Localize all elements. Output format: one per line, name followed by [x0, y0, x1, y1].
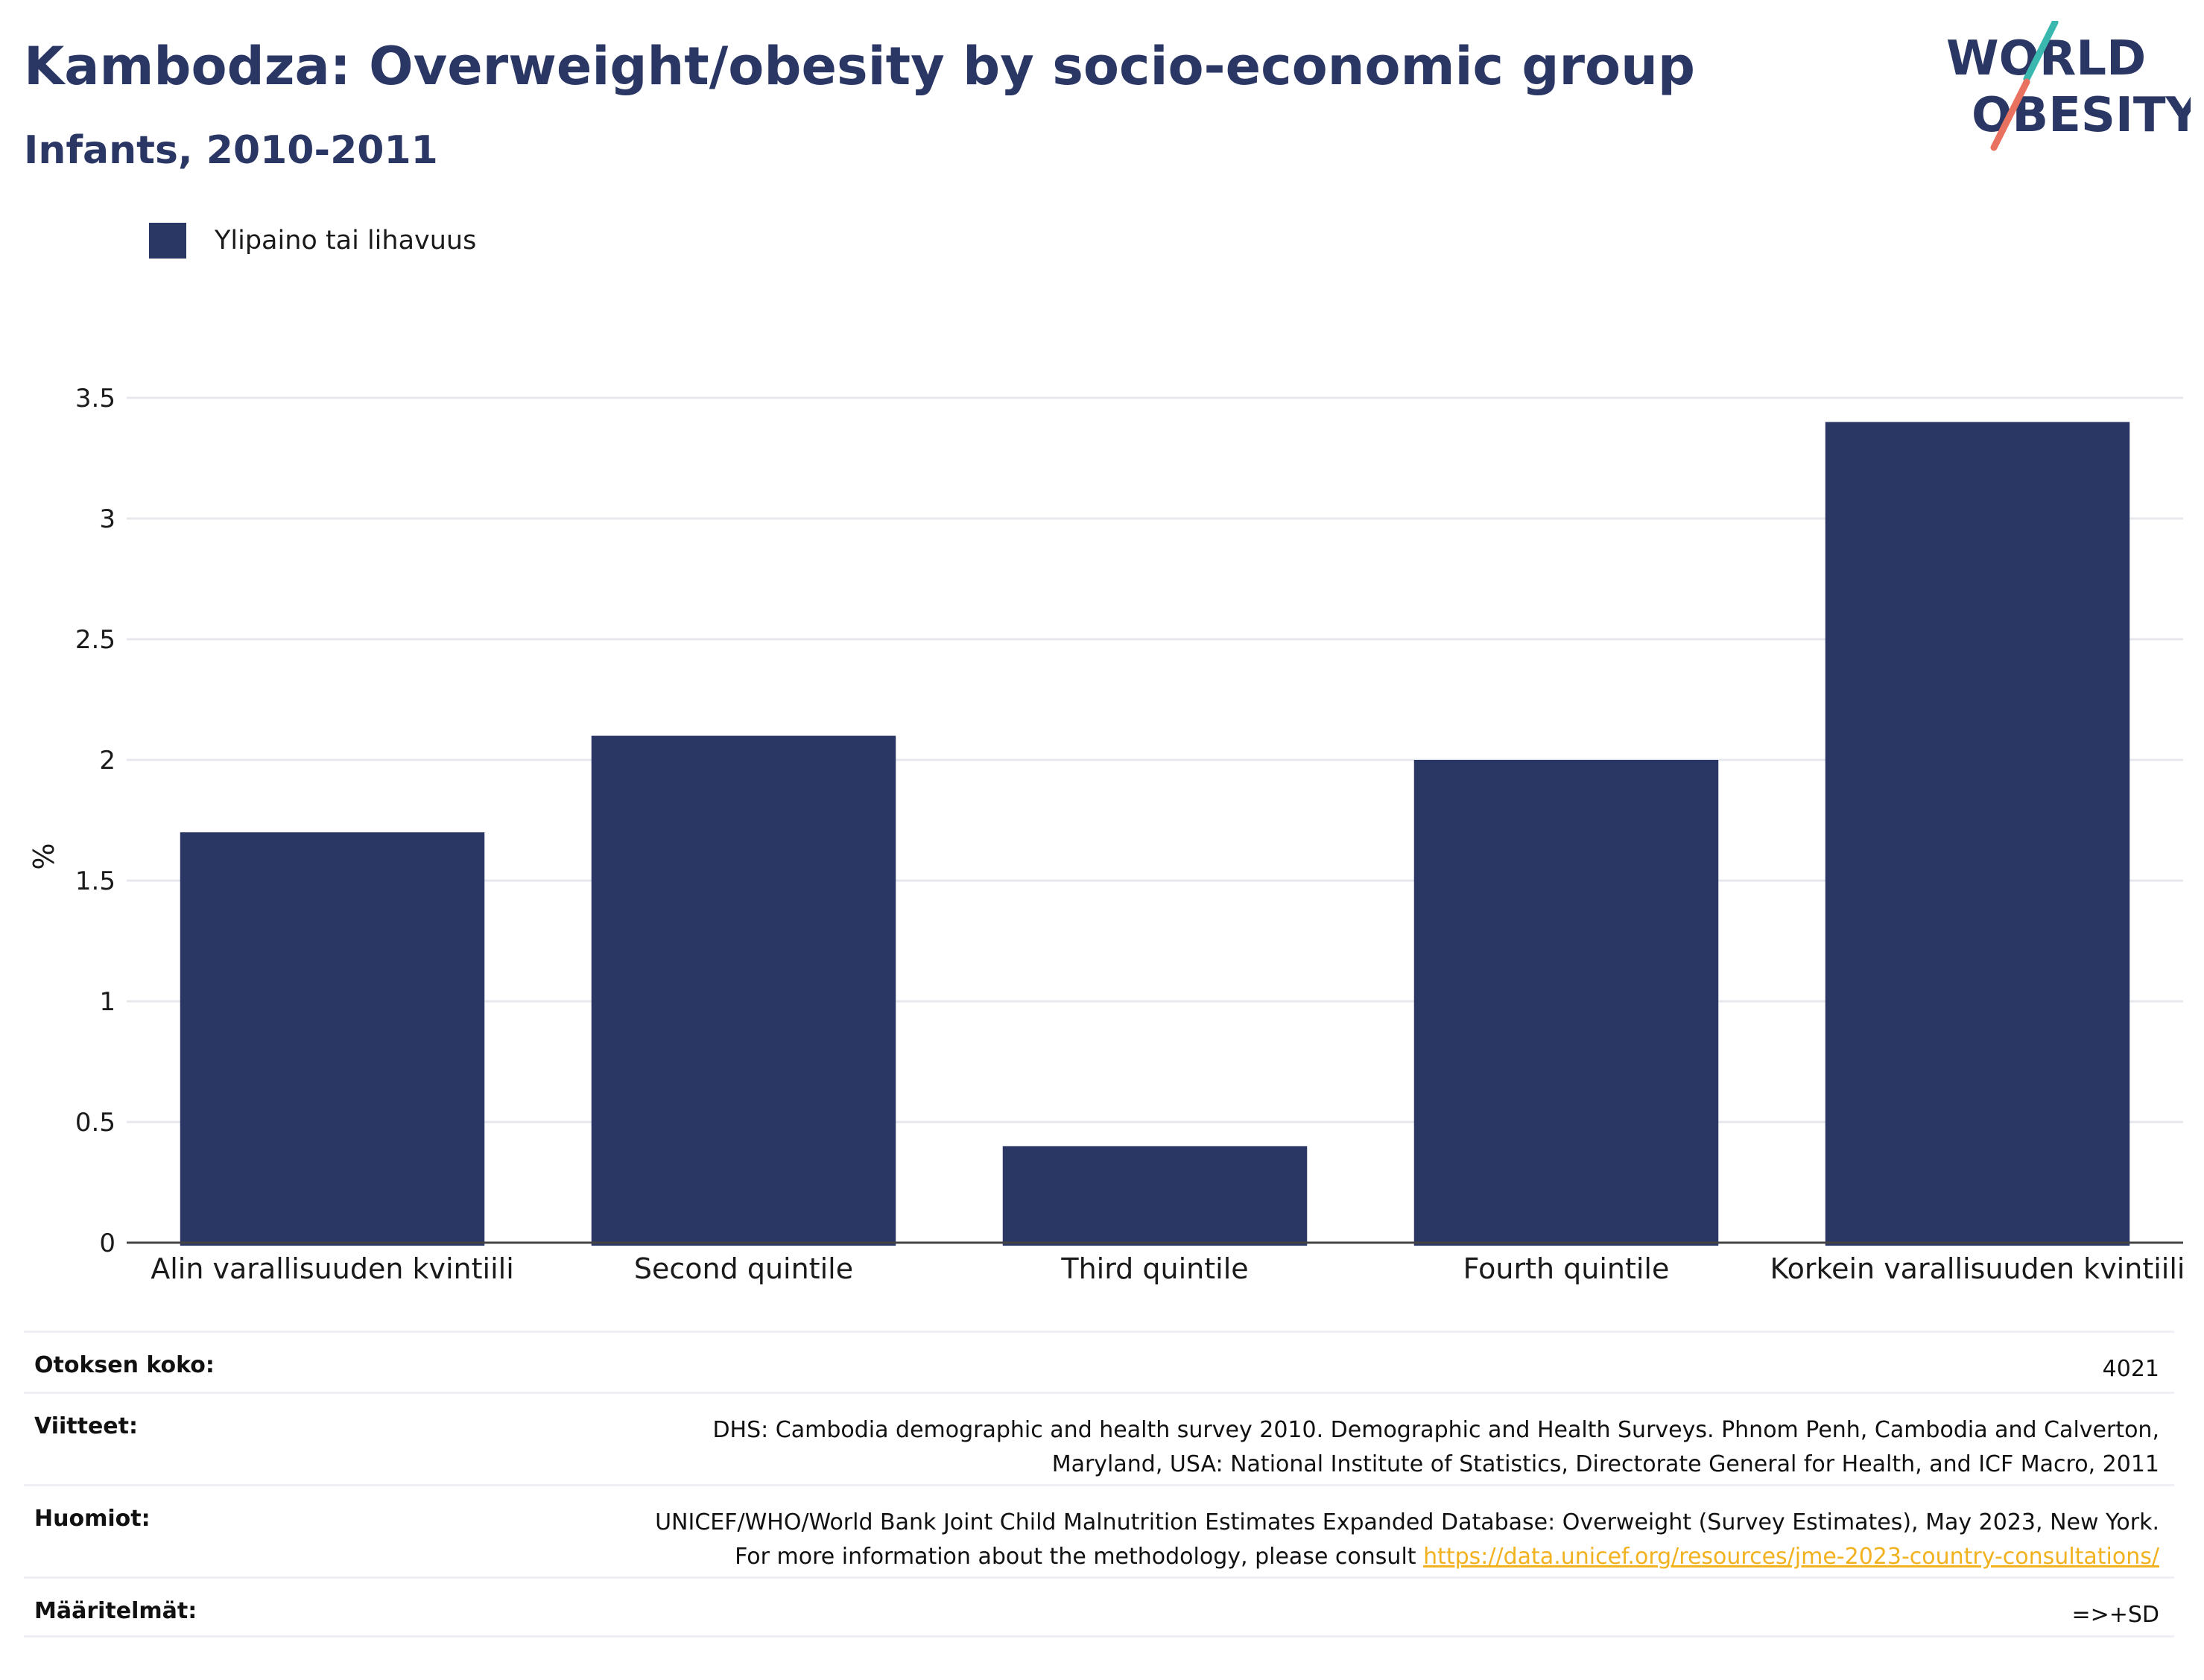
chart-title: Kambodza: Overweight/obesity by socio-ec…	[24, 36, 1696, 97]
methodology-link[interactable]: https://data.unicef.org/resources/jme-20…	[1423, 1544, 2159, 1570]
y-tick-label: 1	[99, 987, 115, 1017]
notes-value-wrap: UNICEF/WHO/World Bank Joint Child Malnut…	[639, 1506, 2159, 1574]
notes-label: Huomiot:	[34, 1506, 151, 1532]
meta-row-sample-size: Otoksen koko: 4021	[24, 1331, 2174, 1392]
logo-slash-top	[2023, 21, 2059, 83]
bar	[180, 832, 485, 1246]
chart-subtitle: Infants, 2010-2011	[24, 128, 438, 173]
y-tick-label: 2.5	[75, 625, 115, 655]
logo-slash-bottom	[1990, 78, 2030, 151]
y-tick-label: 0	[99, 1229, 115, 1258]
x-tick-label: Third quintile	[1060, 1252, 1248, 1285]
y-axis-label: %	[28, 843, 60, 870]
sample-size-label: Otoksen koko:	[34, 1352, 215, 1378]
notes-value: UNICEF/WHO/World Bank Joint Child Malnut…	[655, 1509, 2159, 1570]
legend-label: Ylipaino tai lihavuus	[215, 226, 477, 256]
chart-legend: Ylipaino tai lihavuus	[149, 222, 476, 259]
definitions-label: Määritelmät:	[34, 1598, 197, 1624]
sample-size-value: 4021	[2102, 1356, 2159, 1382]
bar	[1002, 1146, 1308, 1246]
world-obesity-logo: WORLD OBESITY	[1946, 21, 2191, 151]
meta-row-references: Viitteet: DHS: Cambodia demographic and …	[24, 1392, 2174, 1484]
bar	[1413, 760, 1719, 1246]
x-tick-label: Alin varallisuuden kvintiili	[151, 1252, 514, 1285]
bar-chart: 0 0.5 1 1.5 2 2.5 3 3.5 Alin varallisuuden kvint…	[28, 384, 2185, 1285]
bar	[591, 735, 896, 1246]
x-tick-label: Second quintile	[634, 1252, 853, 1285]
y-tick-label: 2	[99, 746, 115, 776]
y-tick-label: 1.5	[75, 866, 115, 896]
meta-row-notes: Huomiot: UNICEF/WHO/World Bank Joint Chi…	[24, 1484, 2174, 1576]
bar	[1825, 422, 2130, 1246]
x-tick-label: Korkein varallisuuden kvintiili	[1770, 1252, 2185, 1285]
legend-swatch	[149, 223, 186, 259]
metadata-table: Otoksen koko: 4021 Viitteet: DHS: Cambod…	[24, 1331, 2174, 1638]
x-tick-label: Fourth quintile	[1463, 1252, 1670, 1285]
definitions-value: =>+SD	[2071, 1602, 2159, 1628]
meta-row-definitions: Määritelmät: =>+SD	[24, 1576, 2174, 1638]
y-tick-label: 0.5	[75, 1108, 115, 1138]
y-tick-label: 3	[99, 504, 115, 534]
references-label: Viitteet:	[34, 1413, 138, 1439]
references-value: DHS: Cambodia demographic and health sur…	[712, 1417, 2159, 1477]
y-tick-label: 3.5	[75, 384, 115, 413]
logo-obesity-text: OBESITY	[1972, 88, 2191, 143]
